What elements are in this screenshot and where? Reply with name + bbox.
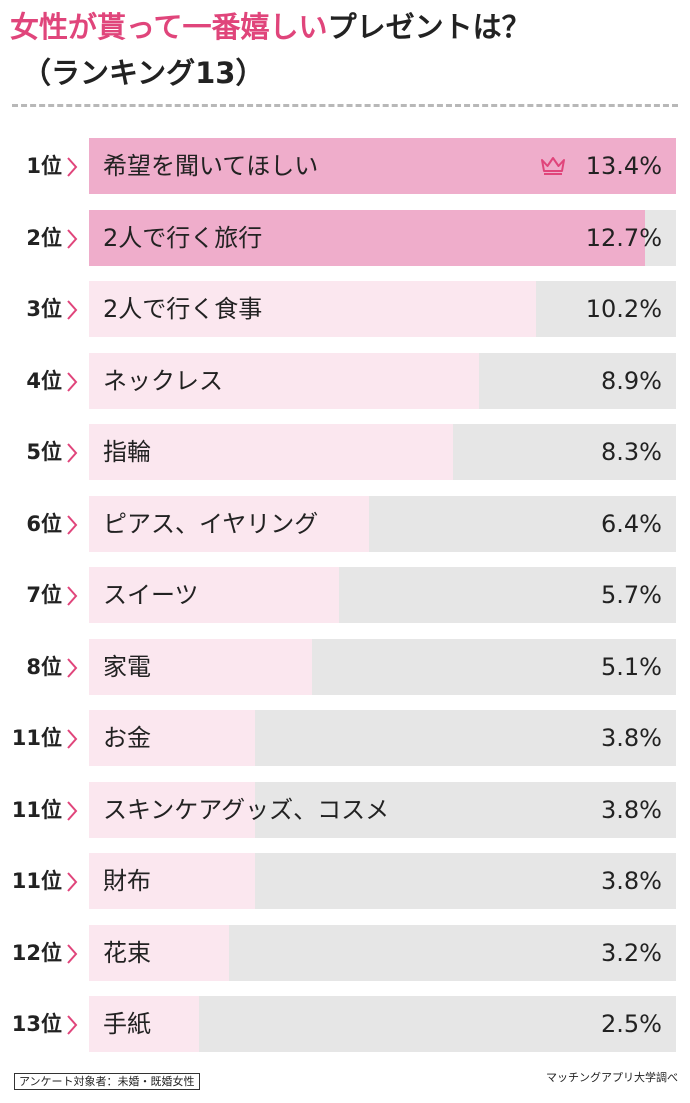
ranking-row: 13位 手紙 2.5% [0, 996, 690, 1052]
item-label: 2人で行く食事 [103, 295, 263, 323]
ranking-row: 2位 2人で行く旅行 12.7% [0, 210, 690, 266]
rank-label: 11位 [11, 869, 62, 893]
title-rest: プレゼントは？ [327, 10, 531, 44]
ranking-row: 3位 2人で行く食事 10.2% [0, 281, 690, 337]
bar-track: ネックレス 8.9% [89, 353, 676, 409]
item-label: お金 [103, 724, 151, 752]
bar-track: 家電 5.1% [89, 639, 676, 695]
ranking-row: 11位 スキンケアグッズ、コスメ 3.8% [0, 782, 690, 838]
value-label: 6.4% [601, 510, 662, 538]
rank-label: 4位 [26, 369, 62, 393]
chevron-right-icon [67, 944, 78, 964]
rank-label: 12位 [11, 941, 62, 965]
chevron-right-icon [67, 372, 78, 392]
value-label: 8.3% [601, 438, 662, 466]
chevron-right-icon [67, 658, 78, 678]
item-label: 2人で行く旅行 [103, 224, 263, 252]
chevron-right-icon [67, 300, 78, 320]
chevron-right-icon [67, 872, 78, 892]
item-label: 手紙 [103, 1010, 151, 1038]
bar [89, 996, 199, 1052]
bar-track: 2人で行く旅行 12.7% [89, 210, 676, 266]
chart-title: 女性が貰って一番嬉しいプレゼントは？ [10, 6, 531, 48]
bar [89, 138, 676, 194]
value-label: 3.2% [601, 939, 662, 967]
item-label: 希望を聞いてほしい [103, 152, 319, 180]
title-accent: 女性が貰って一番嬉しい [10, 10, 328, 44]
rank-label: 13位 [11, 1012, 62, 1036]
item-label: 花束 [103, 939, 151, 967]
value-label: 13.4% [585, 152, 662, 180]
bar-track: スイーツ 5.7% [89, 567, 676, 623]
bar [89, 639, 313, 695]
rank-label: 8位 [26, 655, 62, 679]
bar-track: お金 3.8% [89, 710, 676, 766]
ranking-row: 8位 家電 5.1% [0, 639, 690, 695]
bar-track: 財布 3.8% [89, 853, 676, 909]
bar-track: 指輪 8.3% [89, 424, 676, 480]
bar [89, 424, 453, 480]
source-credit: マッチングアプリ大学調べ [546, 1071, 678, 1084]
ranking-row: 11位 財布 3.8% [0, 853, 690, 909]
bar-track: スキンケアグッズ、コスメ 3.8% [89, 782, 676, 838]
bar [89, 496, 370, 552]
bar [89, 853, 256, 909]
ranking-row: 7位 スイーツ 5.7% [0, 567, 690, 623]
chevron-right-icon [67, 801, 78, 821]
ranking-row: 4位 ネックレス 8.9% [0, 353, 690, 409]
item-label: ネックレス [103, 367, 223, 395]
item-label: 指輪 [103, 438, 151, 466]
chevron-right-icon [67, 729, 78, 749]
chevron-right-icon [67, 586, 78, 606]
bar [89, 210, 646, 266]
rank-label: 11位 [11, 726, 62, 750]
rank-label: 5位 [26, 440, 62, 464]
bar-track: 手紙 2.5% [89, 996, 676, 1052]
survey-footnote: アンケート対象者：未婚・既婚女性 [14, 1073, 200, 1090]
ranking-row: 11位 お金 3.8% [0, 710, 690, 766]
bar-track: 2人で行く食事 10.2% [89, 281, 676, 337]
item-label: 家電 [103, 653, 151, 681]
chevron-right-icon [67, 1015, 78, 1035]
rank-label: 6位 [26, 512, 62, 536]
bar [89, 925, 230, 981]
value-label: 3.8% [601, 724, 662, 752]
rank-label: 11位 [11, 798, 62, 822]
rank-label: 7位 [26, 583, 62, 607]
bar [89, 353, 479, 409]
bar [89, 782, 256, 838]
bar-track: 花束 3.2% [89, 925, 676, 981]
item-label: ピアス、イヤリング [103, 510, 319, 538]
rank-label: 2位 [26, 226, 62, 250]
chevron-right-icon [67, 157, 78, 177]
item-label: スイーツ [103, 581, 199, 609]
ranking-row: 6位 ピアス、イヤリング 6.4% [0, 496, 690, 552]
chevron-right-icon [67, 229, 78, 249]
rank-label: 3位 [26, 297, 62, 321]
value-label: 10.2% [585, 295, 662, 323]
ranking-row: 12位 花束 3.2% [0, 925, 690, 981]
item-label: 財布 [103, 867, 151, 895]
rank-label: 1位 [26, 154, 62, 178]
value-label: 3.8% [601, 796, 662, 824]
value-label: 5.1% [601, 653, 662, 681]
bar [89, 281, 536, 337]
crown-icon [541, 157, 565, 175]
bar [89, 567, 339, 623]
chevron-right-icon [67, 443, 78, 463]
bar [89, 710, 256, 766]
value-label: 8.9% [601, 367, 662, 395]
value-label: 5.7% [601, 581, 662, 609]
bar-track: ピアス、イヤリング 6.4% [89, 496, 676, 552]
ranking-row: 1位 希望を聞いてほしい 13.4% [0, 138, 690, 194]
bar-track: 希望を聞いてほしい 13.4% [89, 138, 676, 194]
value-label: 3.8% [601, 867, 662, 895]
ranking-row: 5位 指輪 8.3% [0, 424, 690, 480]
value-label: 2.5% [601, 1010, 662, 1038]
dashed-divider [12, 104, 678, 107]
chevron-right-icon [67, 515, 78, 535]
value-label: 12.7% [585, 224, 662, 252]
item-label: スキンケアグッズ、コスメ [103, 796, 390, 824]
chart-subtitle: （ランキング13） [22, 56, 265, 90]
